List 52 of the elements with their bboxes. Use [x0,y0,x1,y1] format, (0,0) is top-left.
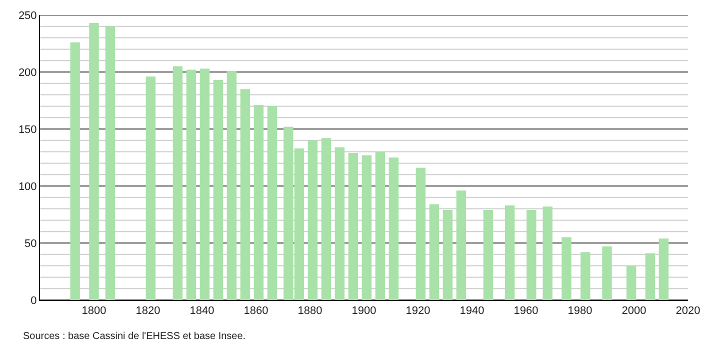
bar [226,70,237,300]
bar [308,140,318,300]
bar [645,253,656,300]
bar [105,26,116,300]
x-tick-label: 1800 [82,305,106,318]
bar [348,152,358,300]
bar [416,168,426,300]
y-tick-label: 100 [18,180,37,193]
x-tick-label: 1920 [406,305,430,318]
bar [504,205,515,300]
bar [254,105,264,300]
x-tick-label: 1860 [244,305,268,318]
x-tick-label: 1880 [298,305,322,318]
bar [429,204,440,300]
x-tick-label: 2020 [676,305,700,318]
bar [267,106,278,300]
bar [602,246,612,300]
bar [186,70,196,300]
bar [362,155,372,300]
bar [526,210,536,300]
bar [483,210,494,300]
x-tick-label: 1840 [190,305,214,318]
bar [580,252,590,300]
bar [200,68,210,300]
bar [70,42,80,300]
bar [146,76,156,300]
x-tick-label: 1980 [568,305,592,318]
x-tick-label: 2000 [622,305,646,318]
y-tick-label: 50 [24,238,37,250]
bar [375,152,386,300]
bar [442,210,453,300]
bar [89,22,99,300]
bar [240,89,250,300]
x-tick-label: 1820 [136,305,160,318]
bar [388,158,399,300]
source-note: Sources : base Cassini de l'EHESS et base Insee. [23,331,246,340]
bar [456,190,466,300]
bar [542,206,552,300]
y-tick-label: 0 [30,294,37,307]
x-tick-label: 1900 [352,305,376,318]
x-tick-label: 1940 [460,305,484,318]
y-tick-label: 200 [18,66,37,79]
bar [626,266,636,300]
bar [321,138,332,300]
bar [562,237,572,300]
bar [172,66,183,300]
x-tick-label: 1960 [514,305,538,318]
y-tick-label: 150 [18,124,37,136]
bar [213,80,224,300]
bar [334,147,345,300]
bar [658,238,669,300]
y-tick-label: 250 [18,10,37,22]
